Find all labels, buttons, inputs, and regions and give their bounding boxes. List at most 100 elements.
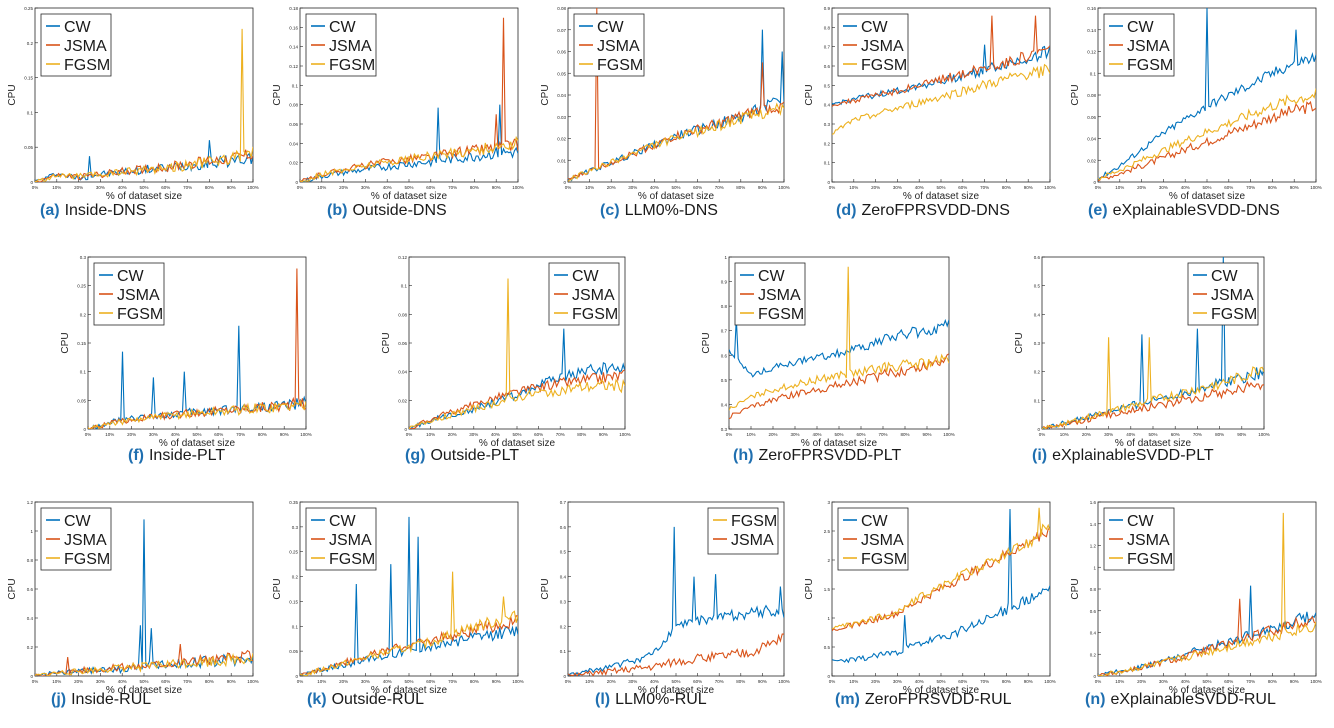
y-tick-label: 0	[827, 674, 830, 679]
legend: CW JSMA FGSM	[1103, 507, 1175, 571]
x-tick-label: 90%	[1024, 185, 1033, 190]
x-tick-label: 40%	[118, 679, 127, 684]
y-tick-label: 0.2	[27, 645, 34, 650]
series-line-cw	[832, 508, 1050, 664]
caption-letter: (g)	[405, 447, 426, 464]
y-tick-label: 0.6	[824, 64, 831, 69]
x-tick-label: 30%	[361, 185, 370, 190]
y-tick-label: 0.15	[289, 599, 298, 604]
x-tick-label: 90%	[1237, 432, 1246, 437]
x-tick-label: 70%	[1193, 432, 1202, 437]
y-tick-label: 0.6	[27, 587, 34, 592]
y-tick-label: 0.1	[1090, 71, 1097, 76]
x-tick-label: 70%	[448, 185, 457, 190]
y-tick-label: 0.4	[1090, 631, 1097, 636]
legend-entry-fgsm: FGSM	[64, 551, 110, 568]
x-axis-label: % of dataset size	[1169, 191, 1246, 202]
caption-letter: (b)	[327, 202, 348, 219]
y-tick-label: 1	[30, 529, 33, 534]
legend-entry-fgsm: FGSM	[64, 57, 110, 74]
x-tick-label: 30%	[628, 679, 637, 684]
x-tick-label: 50%	[671, 679, 680, 684]
x-tick-label: 100%	[1310, 679, 1322, 684]
legend: CW JSMA FGSM	[305, 13, 377, 77]
x-tick-label: 90%	[280, 432, 289, 437]
legend-entry-cw: CW	[572, 268, 600, 285]
legend: CW JSMA FGSM	[40, 507, 112, 571]
legend-entry-jsma: JSMA	[117, 287, 160, 304]
y-tick-label: 0	[295, 674, 298, 679]
y-axis-label: CPU	[540, 84, 551, 105]
series-line-fgsm	[568, 102, 784, 182]
x-tick-label: 20%	[607, 679, 616, 684]
y-tick-label: 3	[827, 500, 830, 505]
caption-d: (d) ZeroFPRSVDD-DNS	[836, 202, 1010, 220]
x-tick-label: 90%	[599, 432, 608, 437]
x-tick-label: 60%	[1224, 679, 1233, 684]
y-tick-label: 0.06	[1087, 115, 1096, 120]
x-axis-label: % of dataset size	[159, 438, 236, 449]
x-tick-label: 0%	[85, 432, 92, 437]
x-tick-label: 80%	[577, 432, 586, 437]
y-tick-label: 0.08	[557, 6, 566, 11]
y-axis-label: CPU	[60, 332, 71, 353]
legend-entry-fgsm: FGSM	[861, 551, 907, 568]
series-line-jsma	[1042, 380, 1264, 429]
y-axis-label: CPU	[1070, 578, 1081, 599]
x-tick-label: 0%	[829, 185, 836, 190]
series-line-jsma	[832, 15, 1050, 107]
y-tick-label: 0.7	[560, 500, 567, 505]
x-tick-label: 100%	[1258, 432, 1270, 437]
caption-letter: (m)	[835, 691, 860, 708]
legend-entry-jsma: JSMA	[64, 38, 107, 55]
y-tick-label: 1.5	[824, 587, 831, 592]
x-tick-label: 10%	[746, 432, 755, 437]
caption-title: eXplainableSVDD-RUL	[1110, 691, 1276, 708]
x-tick-label: 40%	[1181, 679, 1190, 684]
series-line-jsma	[832, 527, 1050, 632]
x-tick-label: 20%	[339, 679, 348, 684]
legend-entry-cw: CW	[329, 513, 357, 530]
x-tick-label: 100%	[778, 679, 790, 684]
y-tick-label: 1	[724, 255, 727, 260]
x-tick-label: 80%	[258, 432, 267, 437]
y-tick-label: 0.9	[721, 280, 728, 285]
x-tick-label: 60%	[1171, 432, 1180, 437]
y-tick-label: 0.6	[1034, 255, 1041, 260]
legend-entry-cw: CW	[329, 19, 357, 36]
x-tick-label: 40%	[650, 679, 659, 684]
y-tick-label: 0.12	[398, 255, 407, 260]
y-tick-label: 0.5	[1034, 284, 1041, 289]
legend-entry-jsma: JSMA	[758, 287, 801, 304]
x-tick-label: 90%	[922, 432, 931, 437]
legend-entry-fgsm: FGSM	[758, 306, 804, 323]
series-line-cw	[409, 328, 625, 429]
y-tick-label: 0.2	[1034, 370, 1041, 375]
x-tick-label: 40%	[491, 432, 500, 437]
caption-letter: (f)	[128, 447, 144, 464]
legend-entry-fgsm: FGSM	[731, 513, 777, 530]
series-line-jsma	[300, 17, 518, 182]
x-tick-label: 80%	[900, 432, 909, 437]
caption-title: ZeroFPRSVDD-PLT	[758, 447, 902, 464]
x-tick-label: 30%	[96, 185, 105, 190]
x-tick-label: 0%	[1039, 432, 1046, 437]
caption-letter: (i)	[1032, 447, 1048, 464]
x-tick-label: 0%	[32, 185, 39, 190]
y-tick-label: 0.7	[824, 45, 831, 50]
x-tick-label: 100%	[1044, 679, 1056, 684]
y-tick-label: 0	[1037, 427, 1040, 432]
y-tick-label: 0.3	[292, 525, 299, 530]
x-tick-label: 10%	[1115, 185, 1124, 190]
y-tick-label: 0.3	[1034, 341, 1041, 346]
y-tick-label: 0.2	[292, 575, 299, 580]
caption-k: (k) Outside-RUL	[307, 691, 424, 709]
y-tick-label: 1	[1093, 565, 1096, 570]
x-tick-label: 20%	[1082, 432, 1091, 437]
series-line-fgsm	[1098, 88, 1316, 181]
